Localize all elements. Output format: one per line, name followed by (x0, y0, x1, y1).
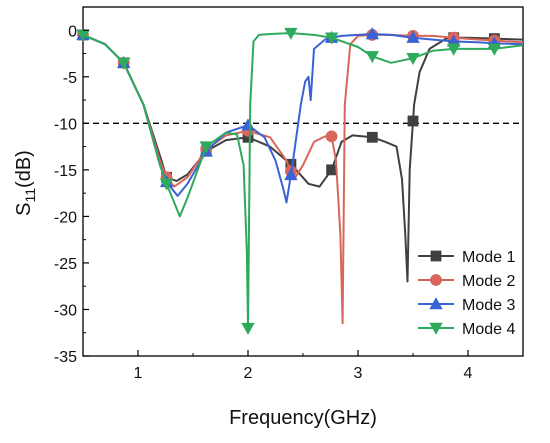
y-tick-label: -30 (54, 302, 77, 319)
legend-label: Mode 4 (462, 321, 515, 338)
series-line (82, 33, 524, 283)
series-marker (159, 178, 174, 191)
y-tick-label: -25 (54, 256, 77, 273)
series-marker (241, 322, 255, 335)
y-tick-label: -15 (54, 163, 77, 180)
y-tick-label: 0 (68, 23, 77, 40)
series-marker (447, 43, 461, 56)
series-marker (284, 168, 298, 181)
y-tick-label: -35 (54, 349, 77, 366)
x-tick-label: 1 (134, 365, 143, 382)
series-marker (430, 274, 442, 286)
y-tick-label: -10 (54, 116, 77, 133)
legend-item: Mode 3 (418, 297, 515, 314)
plot-frame (82, 6, 524, 357)
series-marker (325, 130, 338, 143)
y-axis-title-sub: 11 (22, 188, 38, 203)
legend-label: Mode 2 (462, 273, 515, 290)
series-marker (326, 164, 338, 176)
series-marker (406, 30, 420, 43)
x-tick-label: 2 (244, 365, 253, 382)
series-marker (117, 57, 131, 70)
series-line (82, 33, 524, 325)
series-mode-1 (77, 29, 524, 283)
series-marker (241, 118, 255, 131)
legend-item: Mode 1 (418, 249, 515, 266)
series-marker (366, 131, 378, 143)
x-axis-title: Frequency(GHz) (229, 407, 377, 429)
series-marker (429, 322, 443, 335)
legend-label: Mode 1 (462, 249, 515, 266)
y-axis-title: S11(dB) (13, 150, 38, 216)
x-tick-label: 3 (354, 365, 363, 382)
series-marker (407, 115, 419, 127)
series-line (82, 32, 524, 330)
series-marker (429, 297, 443, 310)
series-marker (284, 27, 298, 40)
legend-label: Mode 3 (462, 297, 515, 314)
series-marker (487, 43, 502, 56)
series-mode-3 (76, 27, 524, 204)
y-tick-label: -20 (54, 209, 77, 226)
series-marker (199, 141, 213, 154)
series-marker (406, 52, 420, 66)
x-tick-label: 4 (464, 365, 473, 382)
series-marker (324, 32, 339, 45)
y-axis: 0 -5 -10 -15 -20 -25 -30 -35 (54, 6, 89, 366)
y-tick-label: -5 (63, 70, 77, 87)
series-marker (365, 51, 379, 64)
series-mode-4 (76, 27, 524, 335)
legend: Mode 1 Mode 2 Mode 3 Mode 4 (418, 249, 515, 338)
series-layer (76, 27, 524, 335)
y-axis-title-main: S (13, 203, 35, 216)
y-axis-title-unit: (dB) (13, 150, 35, 188)
plot-area (76, 6, 524, 357)
series-mode-2 (77, 29, 524, 325)
x-axis: 1 2 3 4 (82, 350, 524, 382)
series-marker (365, 27, 379, 40)
legend-item: Mode 2 (418, 273, 515, 290)
series-marker (430, 250, 442, 262)
legend-item: Mode 4 (418, 321, 515, 338)
